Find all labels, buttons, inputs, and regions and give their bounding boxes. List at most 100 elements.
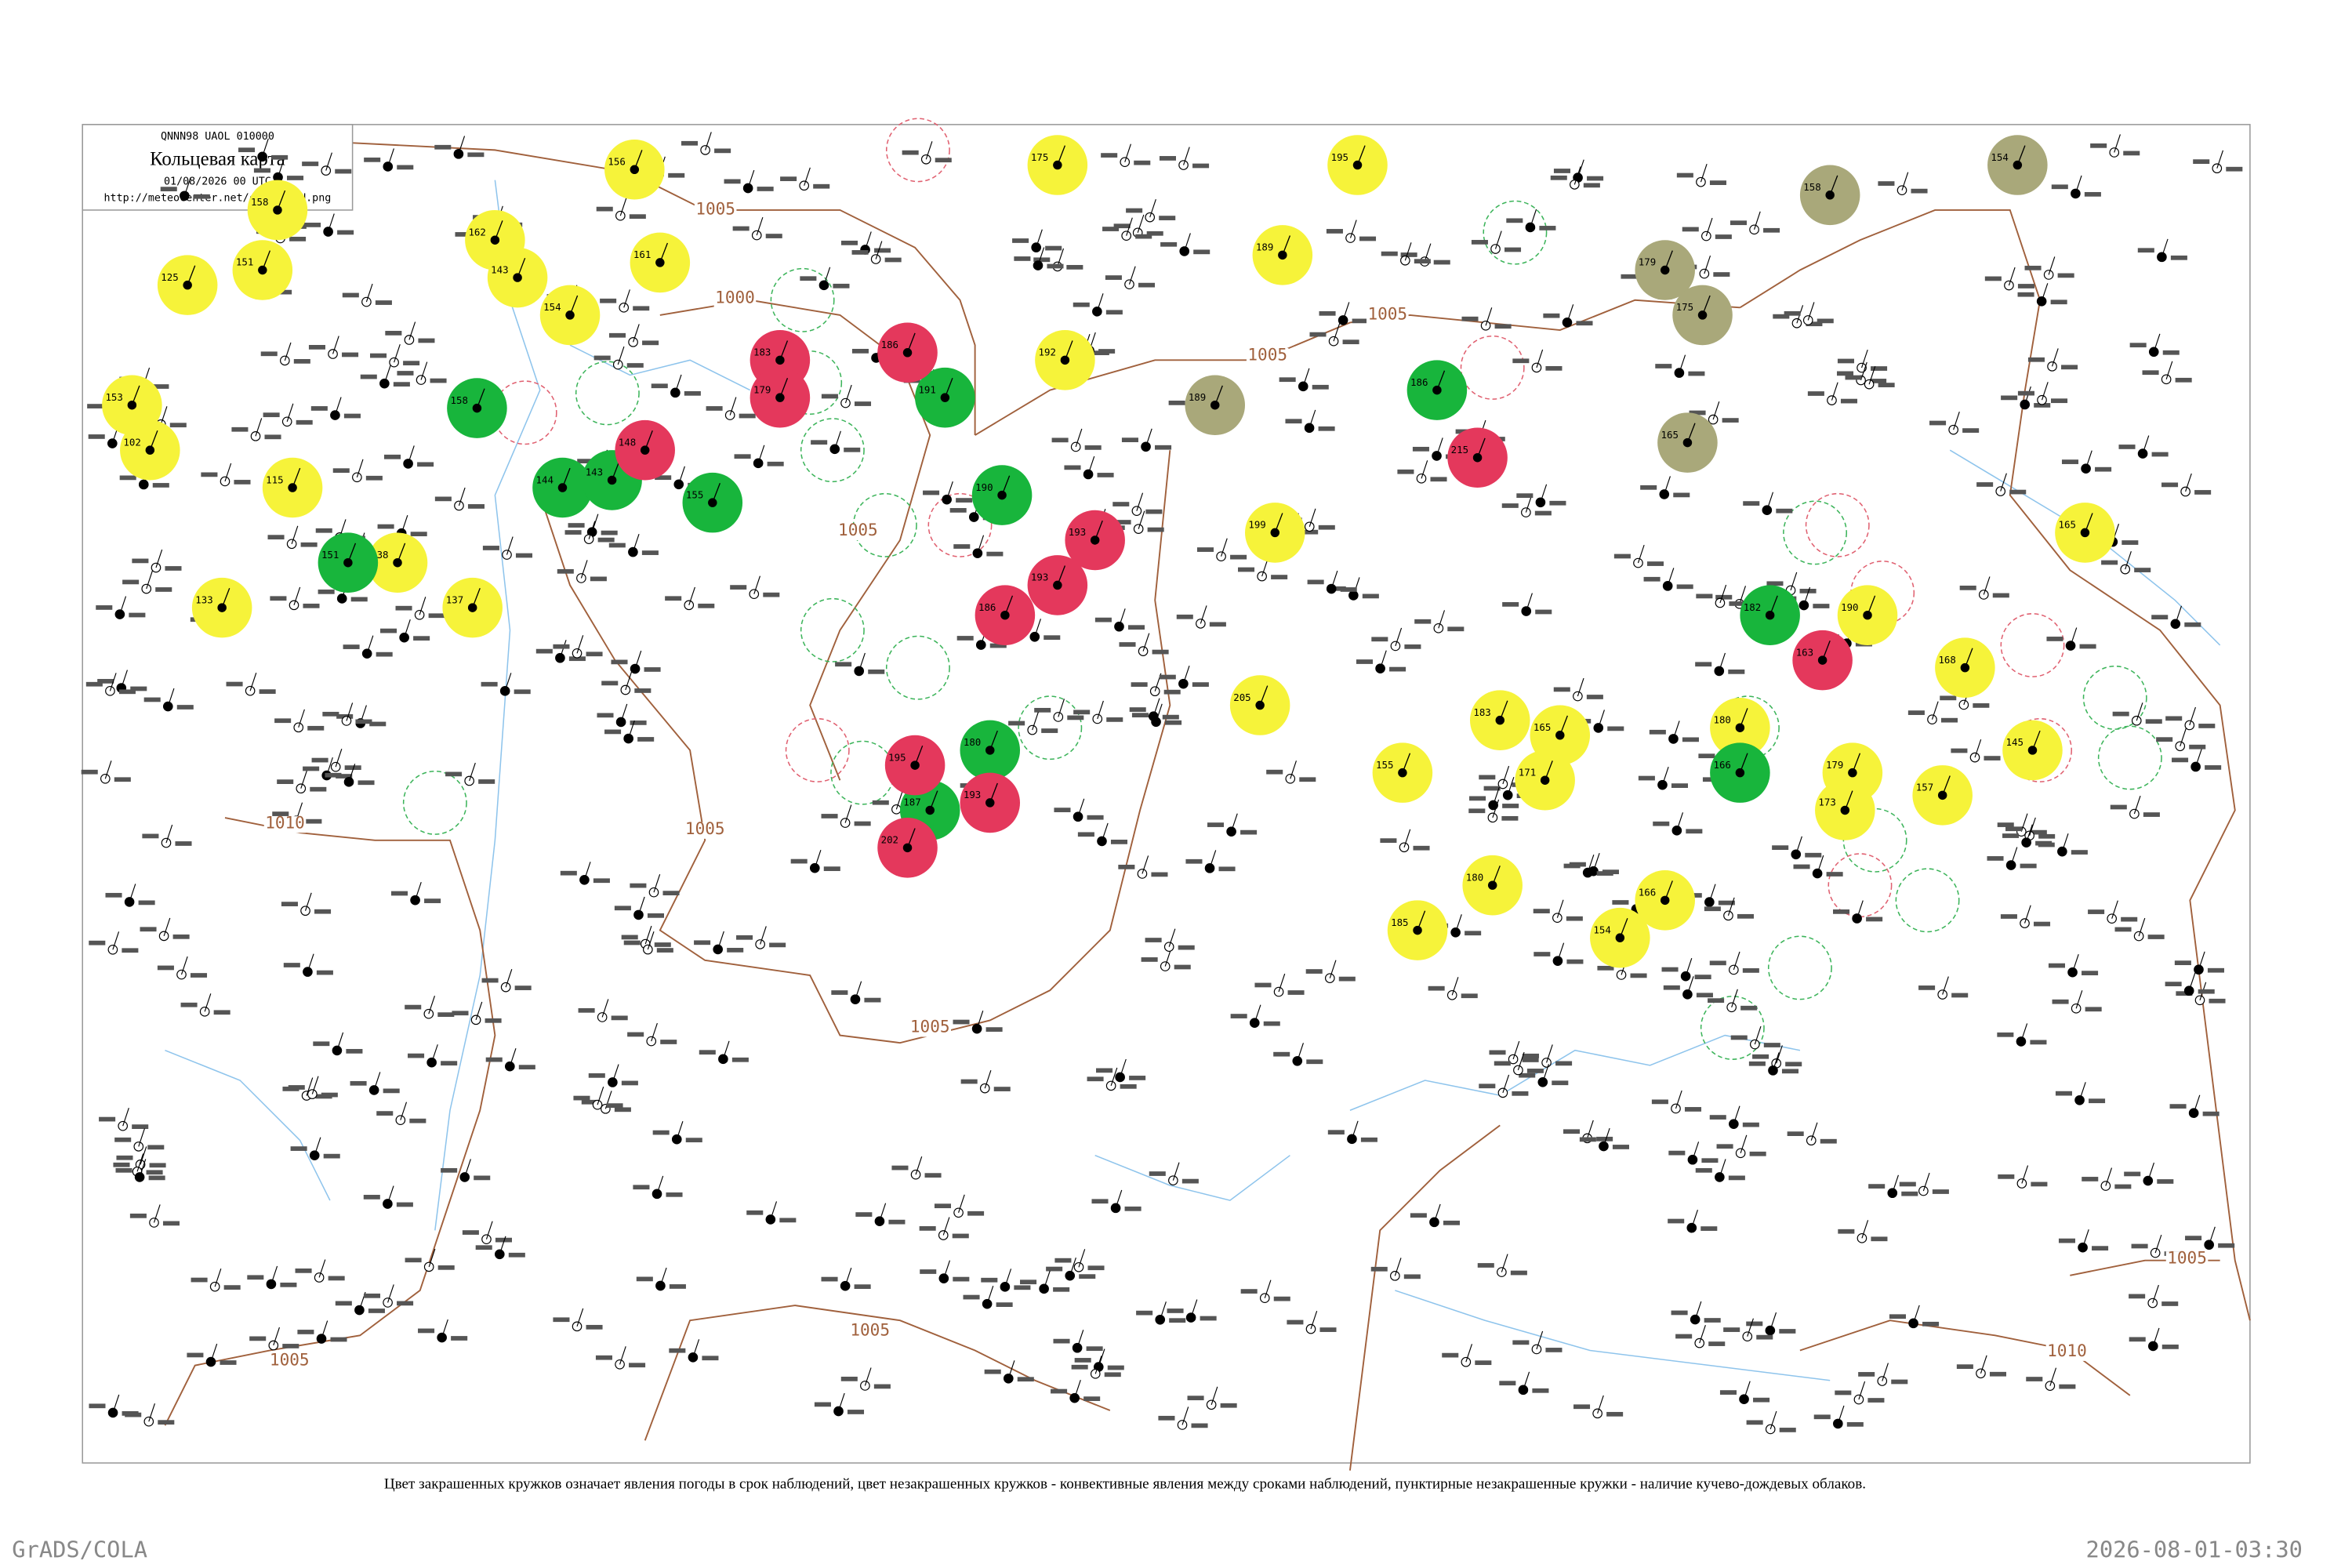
- station-value: 143: [491, 263, 508, 275]
- station-digits: [315, 528, 332, 533]
- station: 173: [1815, 780, 1875, 840]
- station-digits: [1105, 310, 1123, 315]
- wind-barb: [1037, 247, 1045, 266]
- station: 180: [1462, 855, 1523, 916]
- station-digits: [2017, 284, 2034, 289]
- station-digits: [283, 963, 300, 967]
- station: 144: [532, 457, 593, 518]
- station-digits: [1254, 982, 1272, 988]
- station-value: 183: [753, 347, 771, 358]
- station-digits: [328, 1276, 345, 1281]
- station-digits: [1682, 737, 1699, 742]
- station-digits: [989, 643, 1007, 648]
- wind-barb: [619, 198, 627, 216]
- station: 154: [1590, 907, 1650, 968]
- station-digits: [393, 382, 410, 387]
- wind-barb: [499, 1236, 506, 1254]
- station-digits: [1671, 1310, 1688, 1316]
- station-digits: [2189, 744, 2206, 750]
- wind-barb: [619, 1346, 626, 1365]
- station-mark: [1488, 800, 1498, 811]
- wind-barb: [1352, 577, 1360, 596]
- station-digits: [441, 1061, 458, 1066]
- wind-barb: [431, 1044, 438, 1063]
- station-digits: [343, 644, 360, 649]
- wind-barb: [1766, 492, 1774, 510]
- station-mark: [2133, 931, 2144, 942]
- wind-barb: [387, 1185, 394, 1204]
- station-digits: [702, 1356, 719, 1361]
- wind-barb: [292, 467, 301, 488]
- wind-barb: [925, 141, 933, 160]
- wind-barb: [1821, 640, 1831, 661]
- station-digits: [451, 1336, 468, 1341]
- station-digits: [1587, 176, 1604, 181]
- station-digits: [1858, 1372, 1875, 1377]
- wind-barb: [1184, 233, 1191, 252]
- station-digits: [118, 689, 136, 695]
- station-digits: [1014, 256, 1031, 261]
- station-digits: [1287, 990, 1305, 995]
- station-digits: [2082, 971, 2099, 976]
- wind-barb: [1004, 1269, 1012, 1287]
- wind-barb: [1380, 650, 1387, 669]
- station-digits: [129, 612, 146, 618]
- wind-barb: [1076, 1330, 1084, 1348]
- wind-barb: [915, 1156, 923, 1175]
- station-digits: [2038, 833, 2056, 839]
- station-digits: [1704, 906, 1721, 912]
- station: 180: [960, 720, 1021, 781]
- station: 175: [1672, 285, 1733, 346]
- wind-barb: [1190, 1299, 1198, 1318]
- station-digits: [376, 652, 393, 657]
- station-digits: [2169, 1104, 2187, 1109]
- station-digits: [996, 1302, 1013, 1307]
- station-digits: [604, 729, 622, 735]
- wind-barb: [472, 587, 481, 608]
- station-digits: [1113, 223, 1131, 229]
- wind-barb: [2024, 905, 2031, 924]
- station-mark: [718, 1054, 728, 1065]
- station-digits: [1051, 437, 1069, 443]
- station-digits: [2172, 757, 2189, 763]
- wind-barb: [1160, 1301, 1167, 1320]
- wind-barb: [1512, 1040, 1520, 1060]
- station-digits: [1370, 1266, 1388, 1272]
- wind-barb: [1719, 1159, 1726, 1178]
- station-digits: [1718, 900, 1735, 906]
- station-mark: [383, 1199, 393, 1209]
- station-mark: [1273, 986, 1284, 997]
- wind-barb: [611, 460, 620, 481]
- station-mark: [2212, 163, 2223, 174]
- station-digits: [1539, 226, 1556, 230]
- wind-barb: [131, 385, 140, 405]
- station-digits: [1997, 1032, 2014, 1037]
- station-digits: [375, 300, 392, 305]
- wind-barb: [347, 543, 357, 563]
- wind-barb: [1704, 255, 1711, 274]
- station-value: 158: [451, 394, 468, 406]
- wind-barb: [2021, 1165, 2029, 1184]
- station-digits: [1158, 1415, 1175, 1421]
- station-digits: [138, 900, 155, 906]
- station-digits: [1094, 617, 1112, 622]
- caption: Цвет закрашенных кружков означает явлени…: [384, 1476, 1866, 1493]
- station-digits: [1073, 710, 1091, 715]
- wind-barb: [1708, 884, 1716, 902]
- station-digits: [1067, 715, 1084, 720]
- wind-barb: [2114, 134, 2121, 153]
- wind-barb: [804, 167, 811, 186]
- wind-barb: [1860, 361, 1867, 381]
- wind-barb: [1526, 593, 1533, 612]
- station-mark: [145, 445, 155, 455]
- wind-barb: [1852, 753, 1861, 773]
- isobar-label-bg: [684, 822, 727, 839]
- wind-barb: [1694, 1301, 1702, 1320]
- isobar-label-bg: [848, 1323, 891, 1341]
- wind-barb: [408, 445, 415, 464]
- station-mark: [1960, 662, 1970, 673]
- isobar-label-bg: [2045, 1344, 2089, 1361]
- wind-barb: [1183, 147, 1190, 165]
- wind-barb: [2216, 150, 2224, 169]
- wind-barb: [506, 536, 514, 555]
